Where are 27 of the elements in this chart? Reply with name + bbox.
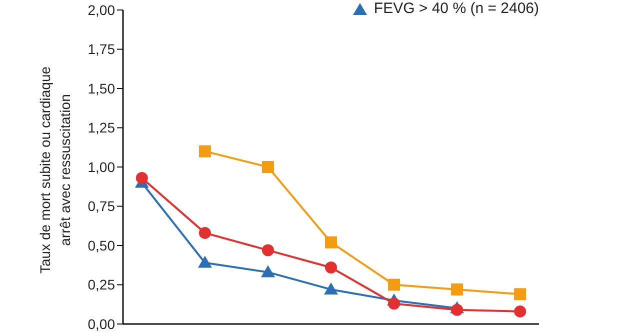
point [198,226,211,239]
y-axis-title: Taux de mort subite ou cardiaque arrêt avec ressuscitation [37,66,73,274]
y-tick-label: 1,25 [88,120,116,136]
point [451,304,464,316]
point [388,278,400,291]
point [451,283,464,296]
y-tick-label: 0,75 [88,198,116,214]
y-tick-label: 1,00 [88,158,116,175]
y-tick-label: 0,25 [88,276,116,293]
y-tick-label: 0,00 [88,316,116,332]
point [198,256,212,268]
point [324,282,338,294]
legend-label: FEVG > 40 % (n = 2406) [374,0,539,17]
point [325,236,337,248]
point [514,288,526,300]
point [260,265,275,278]
point [136,172,148,184]
point [262,161,274,173]
y-tick-label: 2,00 [88,2,116,18]
y-tick-label: 0,50 [88,237,116,254]
y-tick-label: 1,50 [88,80,116,96]
point [198,145,211,158]
point [262,244,274,256]
point [325,261,337,274]
point [514,305,526,318]
y-tick-label: 1,75 [88,41,116,58]
point [388,298,400,310]
